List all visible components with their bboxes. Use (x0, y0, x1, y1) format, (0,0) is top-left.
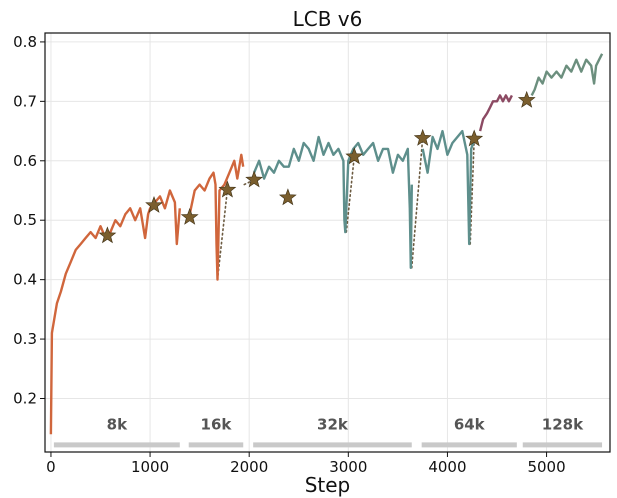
star-marker (278, 188, 297, 206)
context-label-32k: 32k (317, 415, 349, 433)
context-bars: 8k 16k 32k 64k 128k (53, 415, 603, 448)
series-line-64k-late (478, 94, 513, 132)
x-tick-label: 5000 (527, 458, 565, 476)
star-marker (413, 128, 432, 146)
gridlines (45, 33, 610, 452)
series-line-128k (530, 53, 604, 96)
x-tick-label: 4000 (428, 458, 466, 476)
context-label-128k: 128k (542, 415, 584, 433)
series-lines (49, 53, 604, 435)
x-ticks: 0 1000 2000 3000 4000 5000 (46, 452, 566, 476)
series-line-16k (188, 153, 245, 281)
x-tick-label: 2000 (230, 458, 268, 476)
star-marker (465, 129, 484, 147)
x-tick-label: 1000 (131, 458, 169, 476)
star-marker (180, 207, 199, 225)
star-marker (98, 226, 117, 244)
y-tick-label: 0.8 (13, 33, 37, 51)
star-marker (345, 147, 364, 165)
series-line-8k (49, 189, 181, 435)
context-label-64k: 64k (454, 415, 486, 433)
star-marker (145, 196, 163, 213)
dotted-link (345, 155, 356, 233)
dotted-link (410, 137, 424, 269)
x-tick-label: 0 (46, 458, 56, 476)
y-tick-label: 0.3 (13, 330, 37, 348)
star-markers (98, 90, 536, 244)
star-marker (245, 170, 264, 188)
y-tick-label: 0.2 (13, 390, 37, 408)
y-tick-label: 0.7 (13, 92, 37, 110)
x-axis-label: Step (305, 473, 351, 497)
series-line-64k (421, 129, 477, 246)
y-tick-label: 0.4 (13, 271, 37, 289)
dotted-link (469, 137, 476, 245)
dotted-links (216, 137, 476, 281)
series-line-32k (252, 135, 413, 269)
x-tick-label: 3000 (329, 458, 367, 476)
y-tick-label: 0.5 (13, 211, 37, 229)
y-tick-label: 0.6 (13, 152, 37, 170)
star-marker (218, 180, 237, 198)
dotted-link (216, 189, 229, 281)
context-label-8k: 8k (107, 415, 128, 433)
context-label-16k: 16k (201, 415, 233, 433)
star-marker (517, 90, 536, 108)
y-ticks: 0.2 0.3 0.4 0.5 0.6 0.7 0.8 (13, 33, 45, 408)
plot-frame (44, 32, 611, 453)
chart-title: LCB v6 (293, 7, 363, 31)
